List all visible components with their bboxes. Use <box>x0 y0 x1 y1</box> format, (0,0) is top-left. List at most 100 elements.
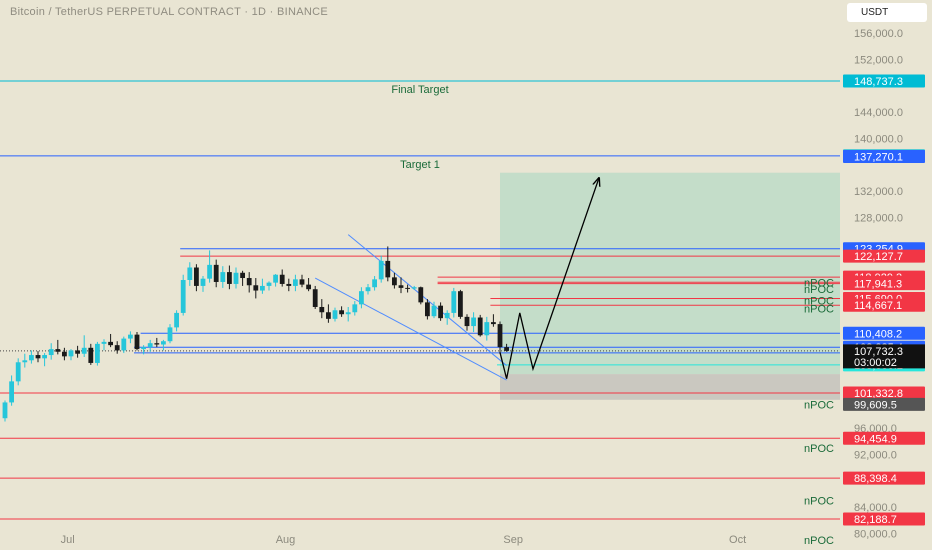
price-label: 114,667.1 <box>854 300 902 312</box>
candle-body <box>352 304 358 313</box>
candle-body <box>398 285 404 288</box>
price-label-bg <box>843 74 925 88</box>
price-label: 148,737.3 <box>854 76 903 88</box>
candle-body <box>233 272 239 284</box>
candle-body <box>345 312 351 315</box>
candle-body <box>42 355 47 359</box>
candle-body <box>438 305 443 319</box>
candle-body <box>497 324 503 348</box>
projection-path <box>499 178 599 379</box>
price-label: 99,609.5 <box>854 399 897 411</box>
candle-body <box>220 272 226 282</box>
candle-body <box>319 306 325 313</box>
candle-body <box>444 312 450 319</box>
candle-body <box>147 343 153 348</box>
candle-body <box>425 302 430 317</box>
time-axis[interactable]: Jul Aug Sep Oct <box>61 534 746 546</box>
stop-zone <box>500 374 840 400</box>
countdown-label: 03:00:02 <box>854 357 897 369</box>
candle-body <box>213 264 219 282</box>
price-tick-label: 84,000.0 <box>854 502 897 514</box>
candle-body <box>187 267 193 280</box>
candle-body <box>372 279 377 288</box>
candle-body <box>161 341 166 345</box>
candle-body <box>240 272 245 279</box>
npoc-label: nPOC <box>804 496 834 508</box>
candle-body <box>174 312 179 328</box>
currency-button[interactable]: USDT <box>847 3 927 22</box>
candle-body <box>62 351 67 357</box>
npoc-label: nPOC <box>804 278 834 290</box>
last-price-label: 107,732.3 <box>854 346 903 358</box>
price-label-bg <box>843 277 925 291</box>
candle-body <box>392 277 397 286</box>
profit-zone <box>500 172 840 375</box>
target1-label: Target 1 <box>400 159 440 171</box>
candle-body <box>2 402 8 419</box>
price-label-bg <box>843 326 925 340</box>
candle-body <box>286 283 292 286</box>
candle-body <box>484 322 490 336</box>
candle-body <box>299 279 305 285</box>
candle-body <box>121 338 127 351</box>
candle-body <box>411 287 417 289</box>
candle-body <box>180 280 186 313</box>
candle-body <box>326 312 331 319</box>
price-label-bg <box>843 298 925 312</box>
npoc-label: nPOC <box>804 295 834 307</box>
candle-body <box>365 287 371 292</box>
price-tick-label: 92,000.0 <box>854 449 897 461</box>
candle-body <box>332 310 338 319</box>
candle-body <box>312 289 318 307</box>
candle-body <box>35 355 41 359</box>
candle-body <box>471 317 476 327</box>
time-tick-label: Aug <box>276 534 296 546</box>
candle-body <box>504 347 509 351</box>
price-label-bg <box>843 249 925 263</box>
candle-body <box>405 287 410 289</box>
price-label-bg <box>843 512 925 526</box>
candle-body <box>431 305 437 317</box>
candles <box>2 246 509 422</box>
candle-body <box>9 381 14 403</box>
candle-body <box>48 349 54 356</box>
candle-body <box>68 350 74 357</box>
price-label-bg <box>843 386 925 400</box>
candle-body <box>108 341 113 346</box>
price-label-bg <box>843 431 925 445</box>
time-tick-label: Jul <box>61 534 75 546</box>
npoc-label: nPOC <box>804 443 834 455</box>
price-label: 94,454.9 <box>854 433 897 445</box>
channel-lower-line <box>314 277 507 381</box>
time-tick-label: Sep <box>503 534 523 546</box>
price-label: 82,188.7 <box>854 514 897 526</box>
candle-body <box>81 347 87 354</box>
price-label: 122,127.7 <box>854 251 903 263</box>
candle-body <box>154 343 160 345</box>
candle-body <box>207 264 212 279</box>
candle-body <box>260 285 265 291</box>
npoc-label: nPOC <box>804 303 834 315</box>
price-label-bg <box>843 397 925 411</box>
candle-body <box>167 327 173 342</box>
candle-body <box>418 287 424 303</box>
candle-body <box>458 291 463 317</box>
candle-body <box>141 347 146 350</box>
price-tick-label: 144,000.0 <box>854 107 903 119</box>
price-axis[interactable]: 156,000.0 152,000.0 144,000.0 140,000.0 132,… <box>843 28 925 540</box>
time-tick-label: Oct <box>729 534 746 546</box>
projection-arrow <box>499 178 599 379</box>
final-target-label: Final Target <box>391 84 448 96</box>
target-zones <box>500 172 840 400</box>
price-label: 137,270.1 <box>854 151 903 163</box>
npoc-label: nPOC <box>804 284 834 296</box>
price-tick-label: 152,000.0 <box>854 54 903 66</box>
candle-body <box>128 334 133 339</box>
npoc-label: nPOC <box>804 399 834 411</box>
candle-body <box>253 285 259 291</box>
candle-body <box>88 347 94 363</box>
candle-body <box>273 274 278 283</box>
npoc-label: nPOC <box>804 535 834 547</box>
candle-body <box>29 355 34 361</box>
